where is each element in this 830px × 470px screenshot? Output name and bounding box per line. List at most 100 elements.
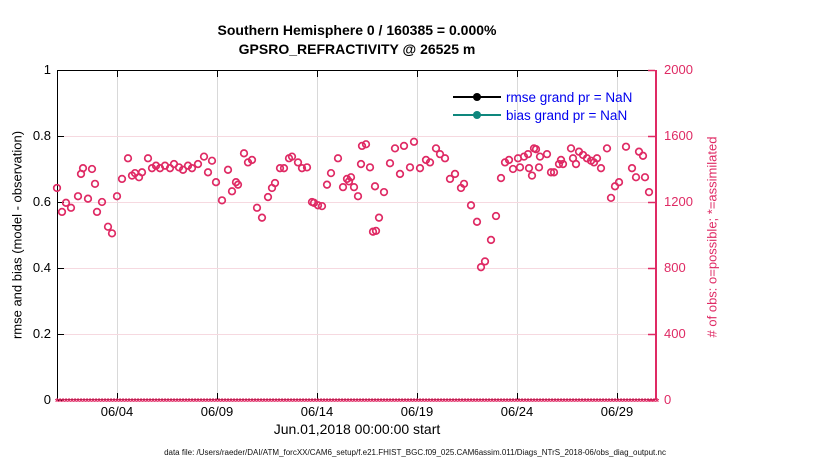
svg-text:*: * bbox=[400, 397, 405, 409]
svg-text:*: * bbox=[118, 397, 123, 409]
svg-text:*: * bbox=[268, 397, 273, 409]
possible-obs-point bbox=[103, 222, 113, 231]
possible-obs-point bbox=[531, 145, 541, 154]
rmse-line-marker-swatch bbox=[453, 91, 501, 103]
svg-text:*: * bbox=[598, 397, 603, 409]
svg-text:*: * bbox=[292, 397, 297, 409]
possible-obs-point bbox=[239, 149, 249, 158]
svg-text:*: * bbox=[631, 397, 636, 409]
svg-text:*: * bbox=[610, 397, 615, 409]
svg-text:*: * bbox=[382, 397, 387, 409]
svg-text:*: * bbox=[253, 397, 258, 409]
svg-text:*: * bbox=[229, 397, 234, 409]
svg-text:*: * bbox=[205, 397, 210, 409]
possible-obs-point bbox=[491, 211, 501, 221]
possible-obs-point bbox=[459, 179, 469, 188]
legend-label-bias: bias grand pr = NaN bbox=[506, 107, 628, 123]
possible-obs-point bbox=[83, 194, 93, 203]
svg-text:*: * bbox=[328, 397, 333, 409]
svg-text:*: * bbox=[481, 397, 486, 409]
svg-text:*: * bbox=[433, 397, 438, 409]
svg-text:*: * bbox=[625, 397, 630, 409]
possible-obs-point bbox=[415, 164, 425, 173]
possible-obs-point bbox=[466, 201, 476, 210]
svg-text:*: * bbox=[451, 397, 456, 409]
svg-text:*: * bbox=[313, 397, 318, 409]
possible-obs-point bbox=[371, 226, 381, 236]
svg-text:*: * bbox=[640, 397, 645, 409]
svg-text:*: * bbox=[58, 397, 63, 409]
possible-obs-point bbox=[379, 187, 389, 197]
svg-text:*: * bbox=[595, 397, 600, 409]
left-axis-tick-label: 0.2 bbox=[32, 326, 51, 341]
svg-text:*: * bbox=[175, 397, 180, 409]
possible-obs-point bbox=[631, 173, 641, 182]
svg-text:*: * bbox=[379, 397, 384, 409]
right-axis-tick-label: 1200 bbox=[664, 194, 693, 209]
possible-obs-point bbox=[353, 192, 363, 201]
svg-text:*: * bbox=[274, 397, 279, 409]
possible-obs-point bbox=[112, 192, 122, 201]
plot-area: ****************************************… bbox=[52, 69, 660, 409]
svg-text:*: * bbox=[178, 397, 183, 409]
svg-text:*: * bbox=[223, 397, 228, 409]
svg-text:*: * bbox=[586, 397, 591, 409]
svg-text:*: * bbox=[445, 397, 450, 409]
svg-text:*: * bbox=[193, 397, 198, 409]
possible-obs-point bbox=[409, 137, 419, 146]
possible-obs-point bbox=[270, 178, 280, 188]
possible-obs-point bbox=[233, 180, 243, 189]
left-axis-tick-label: 1 bbox=[43, 62, 51, 77]
possible-obs-point bbox=[90, 179, 100, 188]
svg-text:*: * bbox=[265, 397, 270, 409]
svg-text:*: * bbox=[583, 397, 588, 409]
svg-text:*: * bbox=[388, 397, 393, 409]
svg-text:*: * bbox=[490, 397, 495, 409]
svg-text:*: * bbox=[301, 397, 306, 409]
svg-text:*: * bbox=[622, 397, 627, 409]
possible-obs-point bbox=[508, 164, 518, 174]
possible-obs-point bbox=[78, 164, 88, 173]
svg-text:*: * bbox=[121, 397, 126, 409]
possible-obs-point bbox=[527, 171, 537, 180]
x-axis-tick-label: 06/04 bbox=[100, 404, 134, 419]
right-axis-tick-label: 800 bbox=[664, 260, 686, 275]
svg-text:*: * bbox=[151, 397, 156, 409]
svg-text:*: * bbox=[67, 397, 72, 409]
possible-obs-point bbox=[275, 164, 285, 173]
svg-text:*: * bbox=[70, 397, 75, 409]
svg-text:*: * bbox=[508, 397, 513, 409]
svg-text:*: * bbox=[187, 397, 192, 409]
svg-text:*: * bbox=[172, 397, 177, 409]
right-y-axis-label: # of obs: o=possible; *=assimilated bbox=[704, 136, 720, 338]
possible-obs-point bbox=[534, 163, 544, 172]
left-axis-tick-label: 0.6 bbox=[32, 194, 51, 209]
possible-obs-point bbox=[257, 213, 267, 222]
svg-text:*: * bbox=[403, 397, 408, 409]
svg-text:*: * bbox=[304, 397, 309, 409]
possible-obs-point bbox=[143, 154, 153, 163]
possible-obs-point bbox=[435, 149, 445, 159]
svg-text:*: * bbox=[352, 397, 357, 409]
svg-text:*: * bbox=[82, 397, 87, 409]
possible-obs-point bbox=[425, 158, 435, 167]
svg-text:*: * bbox=[469, 397, 474, 409]
svg-text:*: * bbox=[370, 397, 375, 409]
legend-item-rmse: rmse grand pr = NaN bbox=[453, 88, 632, 106]
axes-spines bbox=[57, 70, 657, 400]
possible-obs-point bbox=[326, 168, 336, 178]
svg-text:*: * bbox=[256, 397, 261, 409]
svg-text:*: * bbox=[553, 397, 558, 409]
svg-text:*: * bbox=[238, 397, 243, 409]
possible-obs-point bbox=[137, 168, 147, 177]
possible-obs-point bbox=[361, 140, 371, 149]
possible-obs-point bbox=[107, 229, 117, 238]
possible-obs-point bbox=[252, 203, 262, 212]
possible-series bbox=[52, 137, 654, 272]
possible-obs-point bbox=[556, 155, 566, 165]
svg-text:*: * bbox=[283, 397, 288, 409]
possible-obs-point bbox=[476, 263, 486, 272]
possible-obs-point bbox=[554, 159, 564, 169]
svg-text:*: * bbox=[475, 397, 480, 409]
svg-text:*: * bbox=[373, 397, 378, 409]
